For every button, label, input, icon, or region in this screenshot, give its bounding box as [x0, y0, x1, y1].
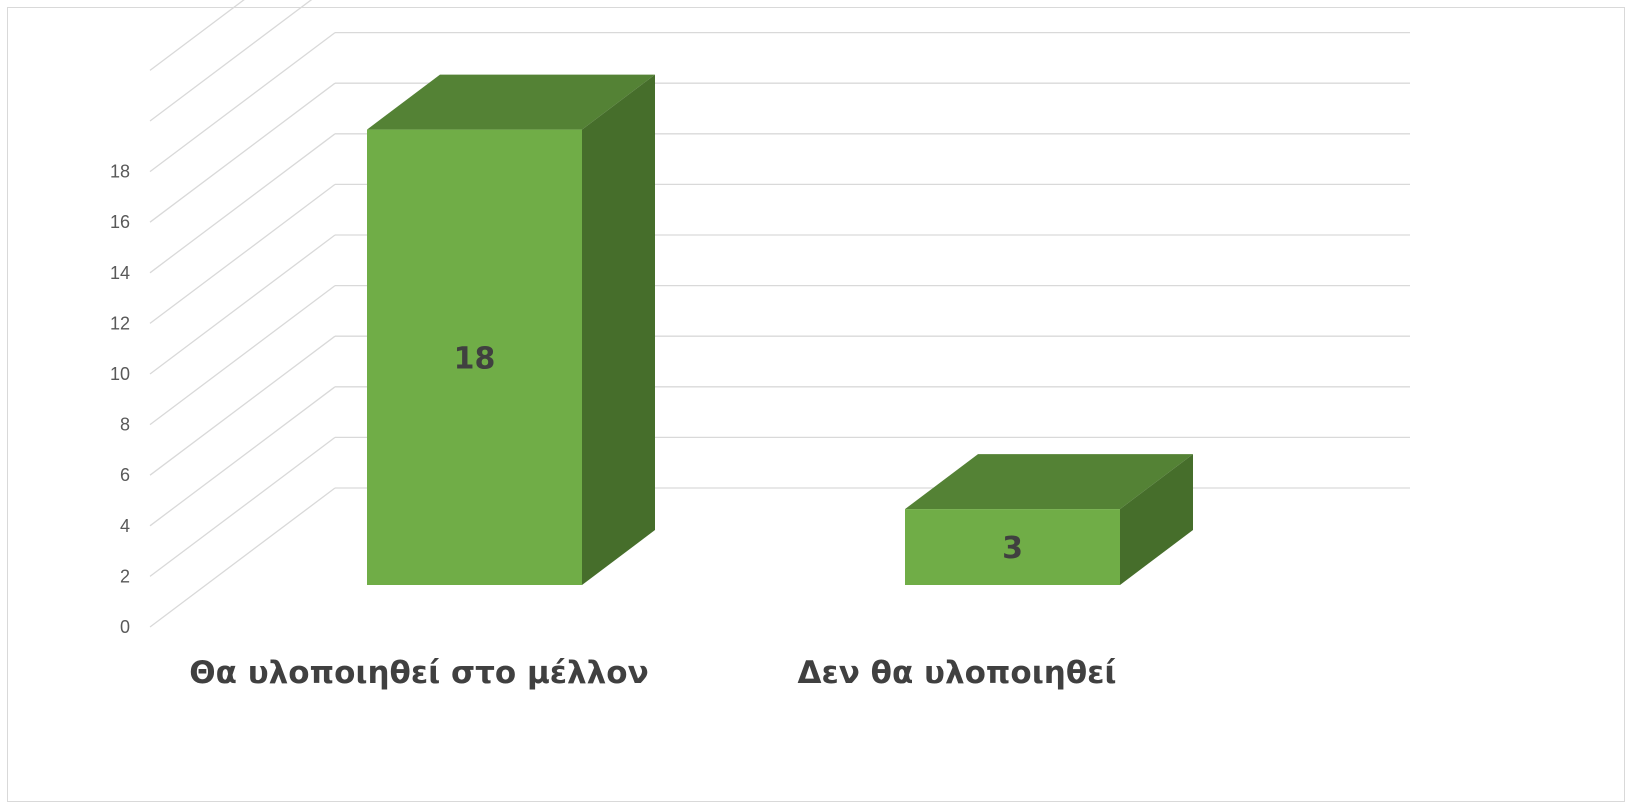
- gridline-diagonal: [150, 336, 335, 475]
- category-label: Δεν θα υλοποιηθεί: [798, 655, 1117, 691]
- gridline-diagonal: [150, 184, 335, 323]
- y-axis-ticks: 0 2 4 6 8 10 12 14 16 18: [110, 162, 130, 637]
- y-tick-label: 16: [110, 212, 130, 232]
- y-tick-label: 18: [110, 162, 130, 182]
- gridline-diagonal: [150, 33, 335, 172]
- gridline-diagonal: [150, 0, 335, 70]
- data-label: 18: [454, 341, 496, 376]
- gridline-diagonal: [150, 235, 335, 374]
- bar-side-face: [582, 75, 655, 585]
- y-tick-label: 10: [110, 364, 130, 384]
- y-tick-label: 6: [120, 465, 130, 485]
- y-tick-label: 12: [110, 313, 130, 333]
- gridline-diagonal: [150, 437, 335, 576]
- gridline-diagonal: [150, 83, 335, 222]
- gridlines: [150, 0, 1410, 627]
- bars: 18 3: [367, 75, 1193, 585]
- y-tick-label: 14: [110, 263, 130, 283]
- gridline-diagonal: [150, 286, 335, 425]
- y-tick-label: 4: [120, 516, 130, 536]
- gridline-diagonal: [150, 488, 335, 627]
- y-tick-label: 0: [120, 617, 130, 637]
- data-label: 3: [1002, 531, 1023, 566]
- y-tick-label: 8: [120, 415, 130, 435]
- gridline-diagonal: [150, 387, 335, 526]
- category-labels: Θα υλοποιηθεί στο μέλλον Δεν θα υλοποιηθε…: [189, 655, 1116, 691]
- category-label: Θα υλοποιηθεί στο μέλλον: [189, 655, 648, 691]
- bar-2: 3: [905, 454, 1193, 585]
- y-tick-label: 2: [120, 566, 130, 586]
- bar-1: 18: [367, 75, 655, 585]
- gridline-diagonal: [150, 134, 335, 273]
